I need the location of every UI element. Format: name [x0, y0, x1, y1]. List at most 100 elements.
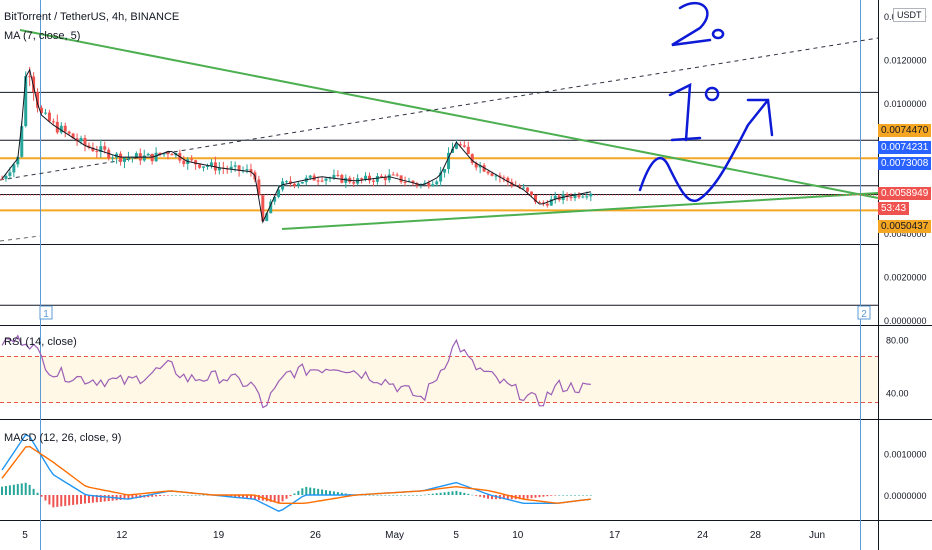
symbol-title[interactable]: BitTorrent / TetherUS, 4h, BINANCE: [4, 11, 180, 23]
macd-histogram-bar: [487, 495, 490, 499]
macd-histogram-bar: [566, 495, 569, 496]
macd-histogram-bar: [550, 495, 553, 496]
candle-body: [506, 177, 510, 182]
macd-histogram-bar: [313, 488, 316, 495]
macd-histogram-bar: [325, 490, 328, 495]
candlestick-series: [0, 66, 593, 222]
ma-indicator-label[interactable]: MA (7, close, 5): [4, 30, 81, 42]
candle-body: [399, 175, 403, 182]
macd-tick-label: 0.0010000: [884, 449, 927, 459]
candle-body: [553, 195, 557, 200]
candle-body: [395, 174, 399, 176]
currency-button[interactable]: USDT: [893, 8, 926, 22]
macd-histogram-bar: [332, 491, 335, 495]
macd-histogram-bar: [526, 495, 529, 499]
candle-body: [494, 175, 498, 177]
macd-indicator-label[interactable]: MACD (12, 26, close, 9): [4, 432, 122, 444]
candle-body: [182, 160, 186, 165]
macd-histogram-bar: [83, 495, 86, 504]
macd-histogram-bar: [427, 494, 430, 495]
macd-histogram-bar: [467, 493, 470, 495]
rsi-axis: 80.00 40.00: [886, 335, 909, 398]
macd-histogram-bar: [423, 494, 426, 496]
candle-body: [375, 176, 379, 182]
macd-histogram-bar: [24, 482, 27, 495]
macd-histogram-bar: [269, 495, 272, 502]
vertical-markers: [40, 0, 861, 550]
candle-body: [292, 183, 296, 186]
macd-histogram-bar: [64, 495, 67, 506]
macd-histogram-bar: [542, 495, 545, 497]
candle-body: [316, 180, 320, 182]
candle-body: [190, 159, 194, 161]
macd-histogram-bar: [190, 495, 193, 496]
candle-body: [486, 171, 490, 174]
macd-histogram-bar: [293, 493, 296, 495]
candle-body: [119, 153, 123, 162]
candle-body: [12, 164, 16, 173]
macd-histogram-bar: [107, 495, 110, 502]
candle-body: [233, 165, 237, 167]
candle-body: [67, 131, 71, 134]
candle-body: [328, 177, 332, 179]
candle-body: [344, 177, 348, 183]
candle-body: [379, 176, 383, 178]
macd-histogram-bar: [135, 495, 138, 499]
price-tick-label: 0.0120000: [884, 55, 927, 65]
macd-histogram-bar: [206, 495, 209, 496]
time-tick-label: 12: [116, 530, 128, 541]
candle-body: [146, 153, 150, 156]
candle-body: [585, 196, 589, 198]
candle-body: [470, 154, 474, 163]
macd-histogram-bar: [404, 495, 407, 496]
candle-body: [229, 166, 233, 170]
macd-histogram-bar: [40, 495, 43, 497]
candle-body: [466, 146, 470, 155]
macd-histogram-bar: [8, 485, 11, 495]
macd-histogram-bar: [419, 495, 422, 496]
macd-histogram-bar: [1, 486, 3, 495]
candle-body: [581, 196, 585, 198]
macd-histogram-bar: [20, 483, 23, 495]
macd-histogram-bar: [99, 495, 102, 502]
macd-histogram-bar: [60, 495, 63, 507]
candle-body: [387, 174, 391, 181]
candle-body: [565, 194, 569, 198]
candle-body: [320, 180, 324, 182]
drawn-circle-2: [711, 28, 725, 40]
macd-histogram-bar: [534, 495, 537, 498]
macd-histogram-bar: [76, 495, 79, 505]
time-tick-label: 24: [697, 530, 709, 541]
time-tick-label: 10: [512, 530, 524, 541]
candle-body: [16, 156, 20, 165]
macd-histogram-bar: [119, 495, 122, 500]
candle-body: [99, 146, 103, 153]
macd-histogram-bar: [178, 495, 181, 496]
time-tick-label: 19: [213, 530, 225, 541]
time-tick-label: 26: [310, 530, 322, 541]
candle-body: [383, 176, 387, 181]
candle-body: [91, 147, 95, 152]
macd-histogram-bar: [317, 488, 320, 495]
candle-body: [281, 181, 285, 190]
macd-histogram-bar: [502, 495, 505, 500]
rsi-indicator-label[interactable]: RSI (14, close): [4, 336, 77, 348]
macd-histogram-bar: [522, 495, 525, 500]
candle-body: [40, 107, 44, 113]
candle-body: [490, 173, 494, 176]
macd-histogram-bar: [577, 495, 580, 496]
signal-line: [1, 445, 591, 504]
macd-histogram-bar: [44, 495, 47, 501]
macd-histogram-bar: [4, 486, 7, 495]
candle-body: [360, 178, 364, 180]
macd-histogram-bar: [491, 495, 494, 500]
price-tick-label: 0.0100000: [884, 99, 927, 109]
macd-histogram-bar: [48, 495, 51, 505]
macd-histogram-bar: [246, 495, 249, 499]
candle-body: [142, 155, 146, 161]
candle-body: [245, 169, 249, 171]
price-badge-resistance-orange: 0.0074470: [878, 124, 932, 137]
candle-body: [324, 178, 328, 181]
